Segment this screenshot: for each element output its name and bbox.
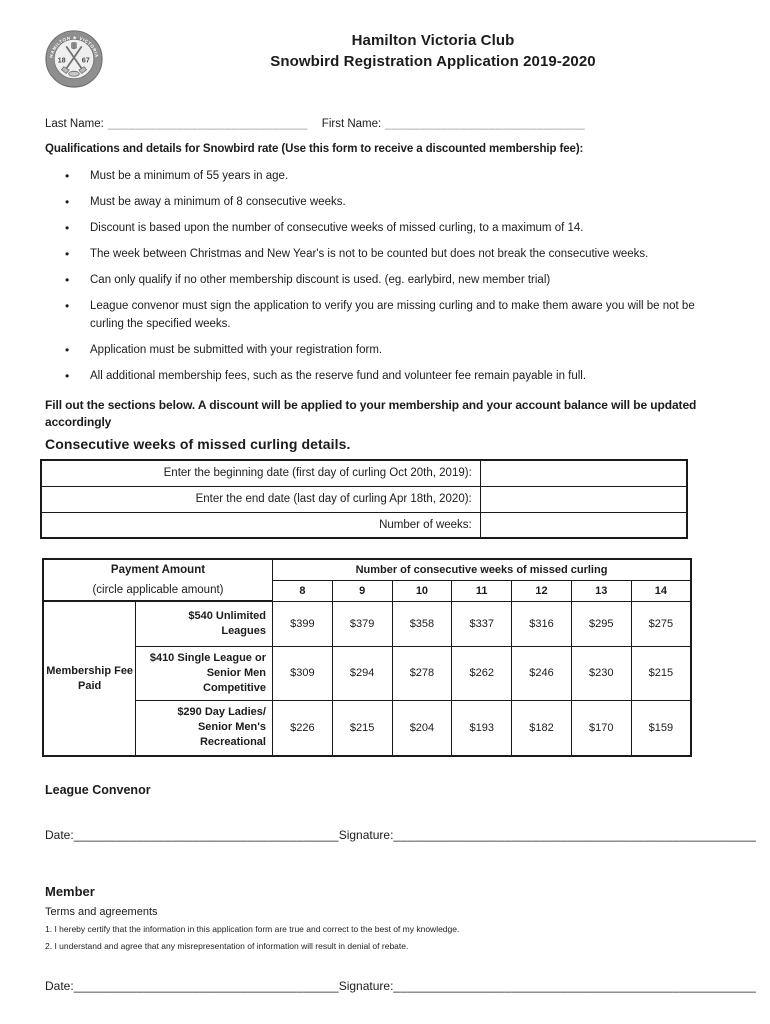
qualification-item: Must be away a minimum of 8 consecutive …: [65, 193, 710, 211]
table-row: Enter the beginning date (first day of c…: [40, 459, 688, 487]
amount-cell[interactable]: $309: [271, 645, 333, 701]
logo-year-right: 67: [82, 55, 90, 64]
convenor-signature-row: Date: __________________________________…: [45, 828, 756, 842]
member-signature-row: Date: __________________________________…: [45, 979, 756, 993]
amount-cell[interactable]: $278: [391, 645, 453, 701]
convenor-date-line[interactable]: ______________________________________: [73, 828, 339, 842]
convenor-signature-label: Signature:: [338, 828, 394, 842]
terms-item: 2. I understand and agree that any misre…: [45, 941, 409, 951]
member-signature-label: Signature:: [338, 979, 394, 993]
qualification-item: All additional membership fees, such as …: [65, 367, 710, 385]
payment-amount-table: Payment Amount (circle applicable amount…: [42, 558, 692, 757]
week-column-header: 8: [271, 579, 333, 602]
table-row: Payment Amount (circle applicable amount…: [42, 558, 692, 602]
terms-and-agreements-heading: Terms and agreements: [45, 906, 158, 918]
member-date-label: Date:: [45, 979, 74, 993]
qualification-item: Application must be submitted with your …: [65, 341, 710, 359]
fee-row-label-410: $410 Single League or Senior Men Competi…: [135, 645, 273, 701]
amount-cell[interactable]: $215: [630, 645, 692, 701]
amount-cell[interactable]: $193: [451, 699, 513, 757]
beginning-date-input-cell[interactable]: [479, 459, 688, 487]
member-heading: Member: [45, 884, 95, 899]
amount-cell[interactable]: $159: [630, 699, 692, 757]
amount-cell[interactable]: $170: [570, 699, 632, 757]
amount-cell[interactable]: $337: [451, 600, 513, 647]
amount-cell[interactable]: $215: [331, 699, 393, 757]
curling-stone: [68, 70, 80, 77]
amount-cell[interactable]: $226: [271, 699, 333, 757]
weeks-header: Number of consecutive weeks of missed cu…: [271, 558, 692, 581]
week-column-header: 10: [391, 579, 453, 602]
amount-cell[interactable]: $294: [331, 645, 393, 701]
amount-cell[interactable]: $316: [511, 600, 572, 647]
amount-cell[interactable]: $295: [570, 600, 632, 647]
amount-cell[interactable]: $204: [391, 699, 453, 757]
table-row: Number of weeks:: [40, 511, 688, 539]
week-column-header: 14: [630, 579, 692, 602]
broom-head-left: [60, 66, 70, 75]
convenor-signature-line[interactable]: ________________________________________…: [393, 828, 757, 842]
number-of-weeks-label: Number of weeks:: [40, 511, 481, 539]
amount-cell[interactable]: $182: [511, 699, 572, 757]
amount-cell[interactable]: $379: [331, 600, 393, 647]
amount-cell[interactable]: $358: [391, 600, 453, 647]
broom-head-right: [78, 66, 88, 75]
name-fields-row: Last Name: _____________________________…: [45, 118, 725, 130]
first-name-input-line[interactable]: _____________________________: [385, 118, 586, 130]
qualifications-list: Must be a minimum of 55 years in age. Mu…: [65, 167, 710, 385]
payment-amount-header-line1: Payment Amount: [110, 564, 206, 576]
club-logo-icon: HAMILTON ★ VICTORIA CLUB 18 67: [45, 30, 103, 88]
payment-amount-header-line2: (circle applicable amount): [92, 584, 224, 596]
week-column-header: 11: [451, 579, 513, 602]
payment-amount-header: Payment Amount (circle applicable amount…: [42, 558, 273, 602]
table-row: $290 Day Ladies/ Senior Men's Recreation…: [43, 699, 692, 757]
fill-out-instructions: Fill out the sections below. A discount …: [45, 398, 697, 429]
document-title: Hamilton Victoria Club Snowbird Registra…: [107, 30, 725, 72]
table-row: $410 Single League or Senior Men Competi…: [43, 645, 692, 701]
fee-row-label-540: $540 Unlimited Leagues: [135, 600, 273, 647]
qualification-item: The week between Christmas and New Year'…: [65, 245, 710, 263]
membership-fee-paid-label: Membership Fee Paid: [42, 600, 137, 757]
qualification-item: Discount is based upon the number of con…: [65, 219, 710, 237]
week-column-header: 13: [570, 579, 632, 602]
club-logo: HAMILTON ★ VICTORIA CLUB 18 67: [45, 30, 107, 93]
table-row: 8 9 10 11 12 13 14: [43, 579, 692, 602]
title-line-2: Snowbird Registration Application 2019-2…: [270, 53, 596, 70]
amount-cell[interactable]: $246: [511, 645, 572, 701]
beginning-date-label: Enter the beginning date (first day of c…: [40, 459, 481, 487]
week-column-header: 12: [511, 579, 572, 602]
end-date-label: Enter the end date (last day of curling …: [40, 485, 481, 513]
page-header: HAMILTON ★ VICTORIA CLUB 18 67: [0, 0, 770, 93]
title-line-1: Hamilton Victoria Club: [351, 32, 515, 49]
table-row: Membership Fee Paid $540 Unlimited Leagu…: [42, 600, 692, 757]
missed-curling-dates-table: Enter the beginning date (first day of c…: [40, 459, 688, 539]
week-column-header: 9: [331, 579, 393, 602]
amount-cell[interactable]: $275: [630, 600, 692, 647]
convenor-date-label: Date:: [45, 828, 74, 842]
missed-curling-section-heading: Consecutive weeks of missed curling deta…: [45, 436, 351, 452]
amount-cell[interactable]: $230: [570, 645, 632, 701]
last-name-label: Last Name:: [45, 118, 104, 130]
qualifications-heading: Qualifications and details for Snowbird …: [45, 143, 584, 155]
table-row: Enter the end date (last day of curling …: [40, 485, 688, 513]
first-name-label: First Name:: [321, 118, 382, 130]
amount-cell[interactable]: $399: [271, 600, 333, 647]
number-of-weeks-input-cell[interactable]: [479, 511, 688, 539]
qualification-item: Must be a minimum of 55 years in age.: [65, 167, 710, 185]
fee-row-label-290: $290 Day Ladies/ Senior Men's Recreation…: [135, 699, 273, 757]
qualification-item: League convenor must sign the applicatio…: [65, 297, 710, 333]
terms-item: 1. I hereby certify that the information…: [45, 924, 460, 934]
amount-cell[interactable]: $262: [451, 645, 513, 701]
league-convenor-heading: League Convenor: [45, 783, 151, 797]
qualification-item: Can only qualify if no other membership …: [65, 271, 710, 289]
logo-year-left: 18: [58, 55, 66, 64]
end-date-input-cell[interactable]: [479, 485, 688, 513]
member-signature-line[interactable]: ________________________________________…: [393, 979, 757, 993]
member-date-line[interactable]: ______________________________________: [73, 979, 339, 993]
last-name-input-line[interactable]: _____________________________: [107, 118, 308, 130]
